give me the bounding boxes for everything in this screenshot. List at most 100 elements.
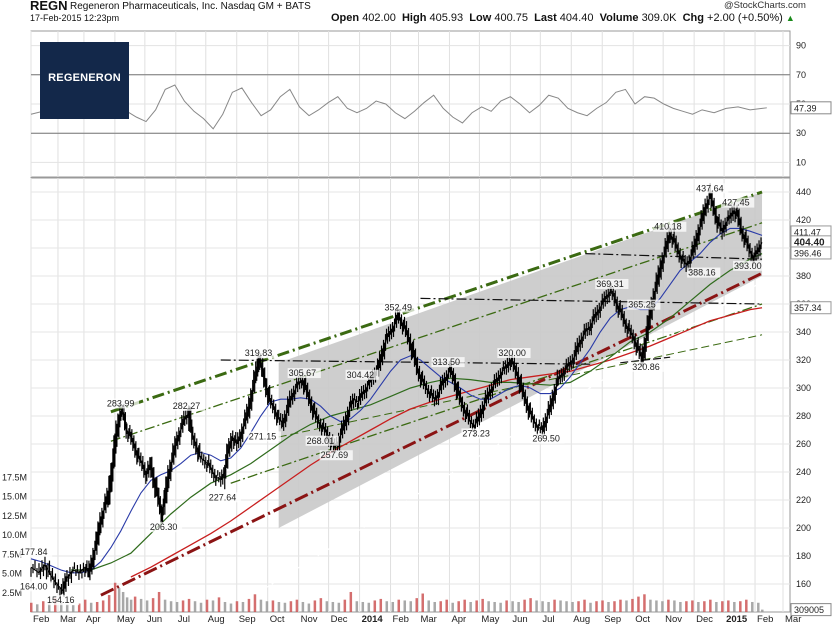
volume-bar	[343, 599, 347, 612]
price-tick-label: 420	[796, 215, 811, 225]
volume-bar	[493, 601, 496, 612]
volume-bar	[451, 602, 454, 612]
volume-bar	[637, 596, 640, 612]
price-annotation: 283.99	[107, 398, 135, 408]
price-label-bg	[631, 361, 665, 372]
volume-bar	[667, 599, 670, 612]
price-tick-label: 160	[796, 579, 811, 589]
volume-tick-label: 7.5M	[2, 549, 22, 559]
price-label-bg	[148, 522, 183, 533]
price-annotation: 313.50	[432, 357, 460, 367]
volume-bar	[457, 601, 460, 612]
volume-bar	[691, 600, 694, 612]
x-tick-label: Apr	[451, 614, 466, 625]
price-annotation: 320.86	[632, 362, 660, 372]
price-label-bg	[243, 348, 277, 359]
volume-bar	[83, 599, 87, 612]
volume-bar	[247, 598, 251, 612]
x-tick-label: Sep	[239, 614, 256, 625]
volume-bar	[631, 598, 634, 612]
volume-bar	[499, 602, 502, 612]
volume-bar	[107, 595, 111, 612]
right-axis-box	[790, 301, 832, 315]
volume-bar	[211, 600, 215, 612]
volume-bar	[217, 597, 221, 612]
price-label-bg	[305, 435, 339, 446]
high-value: 405.93	[429, 12, 464, 24]
volume-bar	[673, 600, 676, 612]
volume-bar	[169, 601, 173, 612]
volume-bar	[397, 599, 401, 612]
volume-bar	[361, 601, 365, 612]
volume-bar	[685, 601, 688, 612]
volume-bar	[697, 601, 700, 612]
volume-bar	[117, 588, 121, 612]
volume-bar	[71, 605, 75, 612]
quote-bar: Open 402.00 High 405.93 Low 400.75 Last …	[331, 12, 795, 24]
x-tick-label: Dec	[696, 614, 713, 625]
timestamp: 17-Feb-2015 12:23pm	[30, 13, 120, 23]
price-label-bg	[733, 260, 767, 271]
volume-bar	[559, 600, 562, 612]
price-annotation: 177.84	[20, 547, 48, 557]
low-value: 400.75	[494, 12, 528, 24]
price-annotation: 282.27	[173, 401, 201, 411]
volume-bar	[30, 602, 33, 612]
price-annotation: 352.49	[385, 303, 413, 313]
trendline-resist-3	[585, 253, 763, 260]
price-annotation: 273.23	[462, 428, 490, 438]
high-label: High	[401, 12, 427, 24]
volume-bar	[223, 601, 227, 612]
volume-bar	[469, 601, 472, 612]
rsi-tick-label: 90	[796, 41, 806, 51]
trendline-resist-1	[220, 359, 591, 365]
volume-bar	[595, 601, 598, 612]
volume-bar	[715, 601, 718, 612]
stockcharts-credit[interactable]: @StockCharts.com	[724, 0, 806, 11]
volume-bar	[205, 599, 209, 612]
price-annotation: 410.18	[654, 222, 682, 232]
volume-bar	[727, 600, 730, 612]
price-tick-label: 320	[796, 355, 811, 365]
volume-bar	[739, 601, 742, 612]
volume-bar	[95, 601, 99, 612]
price-tick-label: 440	[796, 187, 811, 197]
regeneron-logo: REGENERON	[40, 42, 129, 119]
volume-bar	[679, 601, 682, 612]
price-annotation: 437.64	[696, 183, 724, 193]
x-tick-label: Feb	[393, 614, 409, 625]
volume-bar	[283, 602, 287, 612]
volume-bar	[301, 601, 305, 612]
volume-bar	[655, 600, 658, 612]
price-annotation: 304.42	[347, 370, 375, 380]
volume-bar	[349, 591, 353, 612]
volume-bar	[481, 598, 484, 612]
volume-bar	[65, 604, 69, 612]
x-tick-label: Nov	[665, 614, 682, 625]
volume-last-label: 309005	[794, 605, 824, 615]
volume-bar	[529, 598, 532, 612]
x-tick-label: 2015	[726, 614, 748, 625]
volume-bar	[751, 601, 754, 612]
volume-bar	[289, 601, 293, 612]
right-axis-label: 404.40	[794, 237, 825, 248]
volume-bar	[535, 600, 538, 612]
volume-bar	[517, 601, 520, 612]
rsi-tick-label: 10	[796, 157, 806, 167]
price-annotation: 320.00	[498, 348, 526, 358]
price-label-bg	[721, 197, 755, 208]
volume-bar	[307, 603, 311, 612]
up-arrow-icon: ▲	[785, 13, 795, 23]
volume-bar	[625, 600, 628, 612]
price-label-bg	[247, 431, 281, 442]
company-name: Regeneron Pharmaceuticals, Inc. Nasdaq G…	[70, 1, 311, 12]
right-axis-label: 411.47	[794, 227, 821, 237]
volume-bar	[337, 602, 341, 612]
volume-bar	[331, 601, 335, 612]
x-tick-label: Mar	[420, 614, 436, 625]
rsi-tick-label: 30	[796, 128, 806, 138]
x-tick-label: Aug	[573, 614, 590, 625]
rsi-tick-label: 70	[796, 70, 806, 80]
trendline-support	[620, 356, 671, 364]
